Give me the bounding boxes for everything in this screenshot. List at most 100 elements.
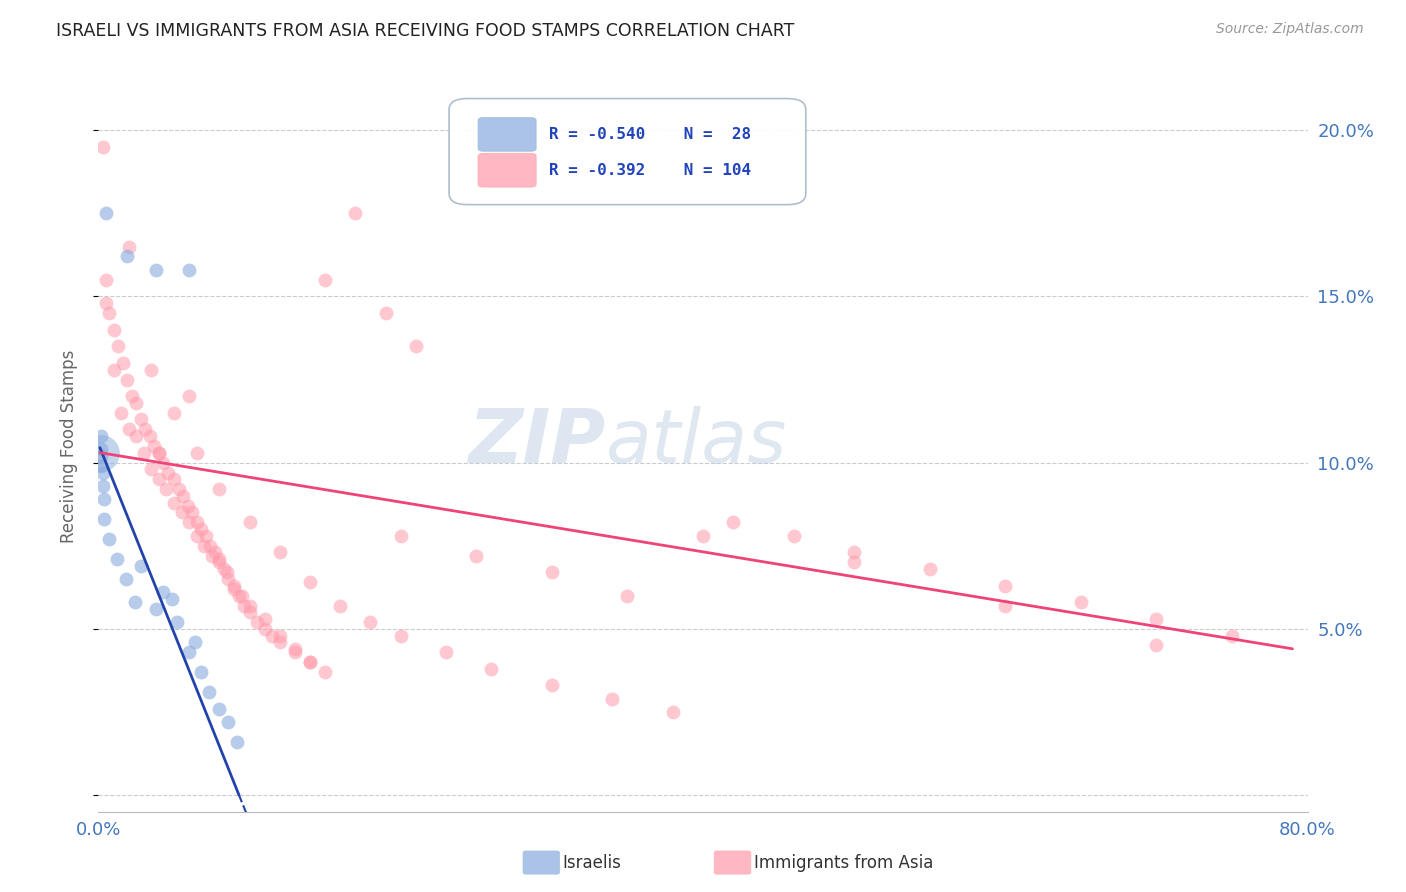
- Point: [374, 306, 396, 320]
- Point: [204, 545, 226, 559]
- Text: ISRAELI VS IMMIGRANTS FROM ASIA RECEIVING FOOD STAMPS CORRELATION CHART: ISRAELI VS IMMIGRANTS FROM ASIA RECEIVIN…: [56, 22, 794, 40]
- Point: [239, 516, 262, 530]
- Point: [91, 479, 114, 493]
- Point: [299, 655, 322, 669]
- Text: R = -0.540    N =  28: R = -0.540 N = 28: [550, 127, 752, 142]
- Point: [148, 472, 170, 486]
- Point: [152, 585, 174, 599]
- Point: [269, 635, 291, 649]
- Point: [148, 445, 170, 459]
- Point: [110, 406, 132, 420]
- Text: Israelis: Israelis: [562, 854, 621, 871]
- Point: [139, 429, 162, 443]
- Point: [124, 595, 146, 609]
- Point: [246, 615, 269, 630]
- Point: [360, 615, 382, 630]
- Point: [434, 645, 457, 659]
- Point: [253, 622, 276, 636]
- Point: [224, 582, 246, 596]
- Point: [269, 628, 291, 642]
- Text: Source: ZipAtlas.com: Source: ZipAtlas.com: [1216, 22, 1364, 37]
- Point: [723, 516, 745, 530]
- Point: [90, 429, 112, 443]
- Point: [344, 206, 367, 220]
- Point: [232, 599, 254, 613]
- Point: [692, 529, 714, 543]
- FancyBboxPatch shape: [478, 153, 536, 187]
- Text: atlas: atlas: [606, 407, 787, 478]
- Point: [465, 549, 488, 563]
- Point: [166, 615, 188, 630]
- Point: [163, 406, 186, 420]
- Point: [179, 389, 201, 403]
- Point: [269, 545, 291, 559]
- Point: [193, 539, 215, 553]
- Point: [179, 645, 201, 659]
- Point: [129, 412, 152, 426]
- Point: [94, 273, 117, 287]
- Point: [389, 628, 412, 642]
- Point: [114, 572, 136, 586]
- Text: Immigrants from Asia: Immigrants from Asia: [754, 854, 934, 871]
- Point: [208, 482, 231, 496]
- Point: [90, 442, 112, 457]
- Point: [228, 589, 250, 603]
- Point: [186, 529, 208, 543]
- Point: [284, 641, 307, 656]
- Point: [299, 575, 322, 590]
- Point: [94, 296, 117, 310]
- Point: [118, 239, 141, 253]
- Point: [167, 482, 190, 496]
- Point: [662, 705, 685, 719]
- Point: [186, 516, 208, 530]
- Point: [231, 589, 253, 603]
- Point: [481, 662, 503, 676]
- Point: [115, 372, 138, 386]
- Point: [918, 562, 941, 576]
- Point: [155, 482, 177, 496]
- Point: [145, 602, 167, 616]
- FancyBboxPatch shape: [478, 118, 536, 152]
- Point: [172, 489, 194, 503]
- Point: [215, 566, 238, 580]
- Point: [186, 445, 208, 459]
- Point: [181, 506, 204, 520]
- Point: [540, 566, 562, 580]
- Point: [163, 495, 186, 509]
- Text: ZIP: ZIP: [470, 406, 606, 479]
- Point: [143, 439, 166, 453]
- Point: [194, 529, 217, 543]
- Point: [197, 685, 219, 699]
- Point: [208, 701, 231, 715]
- Point: [329, 599, 352, 613]
- Point: [616, 589, 638, 603]
- Point: [389, 529, 412, 543]
- Point: [170, 506, 193, 520]
- Point: [602, 691, 624, 706]
- Point: [179, 262, 201, 277]
- Point: [105, 552, 128, 566]
- Point: [253, 612, 276, 626]
- Point: [239, 605, 262, 619]
- Point: [844, 555, 866, 569]
- Point: [156, 466, 179, 480]
- Point: [190, 665, 212, 679]
- Point: [176, 499, 198, 513]
- Point: [118, 422, 141, 436]
- Point: [134, 422, 156, 436]
- Point: [1070, 595, 1092, 609]
- Point: [107, 339, 129, 353]
- Point: [224, 579, 246, 593]
- Point: [540, 678, 562, 692]
- Point: [162, 591, 184, 606]
- Point: [141, 362, 163, 376]
- Point: [163, 472, 186, 486]
- Point: [212, 562, 235, 576]
- Point: [152, 456, 174, 470]
- Point: [141, 462, 163, 476]
- Point: [200, 539, 222, 553]
- Point: [1144, 639, 1167, 653]
- Point: [284, 645, 307, 659]
- Point: [129, 558, 152, 573]
- Point: [262, 628, 284, 642]
